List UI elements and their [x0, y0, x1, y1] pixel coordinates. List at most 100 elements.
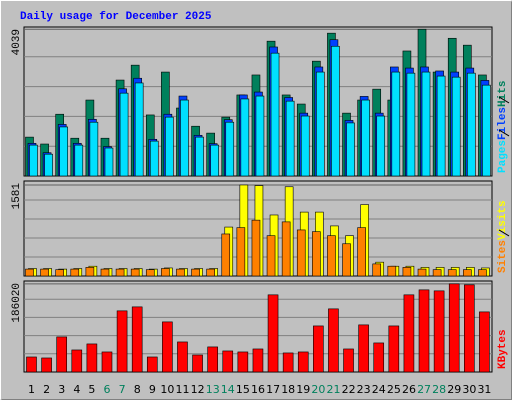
bar	[391, 71, 401, 177]
bar	[357, 227, 366, 277]
legend-text: SitesVisits	[497, 200, 509, 273]
bar	[387, 265, 397, 277]
bar	[464, 284, 475, 373]
bar	[177, 341, 188, 373]
legend-entry: Visits	[497, 200, 509, 240]
legend-text: KBytes	[497, 329, 509, 369]
legend-entry: Sites	[497, 240, 509, 273]
legend-entry: Pages	[497, 140, 509, 173]
bar	[281, 221, 291, 277]
x-tick-label: 16	[251, 383, 265, 396]
bar	[85, 267, 95, 277]
bar	[236, 227, 246, 277]
x-tick-label: 27	[417, 383, 431, 396]
bar	[266, 235, 276, 277]
bar	[40, 268, 49, 277]
bar	[195, 136, 204, 177]
x-tick-label: 2	[43, 383, 50, 396]
bar	[296, 229, 306, 277]
y-tick-label: 186020	[11, 283, 23, 323]
x-tick-label: 5	[88, 383, 95, 396]
bar	[130, 268, 140, 277]
bar	[165, 116, 174, 177]
bar	[417, 268, 427, 277]
legend-entry: Hits	[497, 81, 509, 107]
bar	[432, 269, 442, 277]
x-tick-label: 26	[402, 383, 416, 396]
bar	[225, 121, 235, 177]
bar	[191, 268, 200, 277]
bar	[240, 98, 250, 177]
bar	[482, 84, 491, 177]
bar	[192, 354, 203, 373]
bar	[297, 351, 309, 373]
bar	[448, 283, 460, 373]
bar	[29, 144, 38, 177]
bar	[467, 72, 476, 177]
legend-text: PagesFilesHits	[497, 81, 509, 173]
x-tick-label: 14	[221, 383, 235, 396]
x-tick-label: 13	[206, 383, 220, 396]
y-tick-label: 4039	[11, 29, 23, 55]
bar	[346, 122, 355, 177]
x-tick-label: 9	[149, 383, 156, 396]
x-tick-label: 22	[342, 383, 356, 396]
bar	[25, 268, 34, 277]
bar	[313, 325, 324, 373]
bar	[131, 306, 143, 373]
legend: PagesFilesHits	[497, 81, 510, 173]
bar	[312, 231, 321, 277]
legend: SitesVisits	[497, 200, 510, 273]
chart-title: Daily usage for December 2025	[20, 11, 212, 23]
bar	[421, 71, 431, 177]
bar	[116, 310, 128, 373]
x-tick-label: 7	[119, 383, 126, 396]
bar	[372, 263, 382, 277]
bar	[388, 325, 400, 373]
bar	[146, 356, 158, 373]
x-tick-label: 18	[281, 383, 295, 396]
bar	[207, 346, 218, 373]
bar	[70, 268, 80, 277]
bar	[376, 115, 386, 177]
bar	[300, 115, 310, 177]
bar	[282, 352, 294, 373]
x-tick-label: 8	[134, 383, 141, 396]
bar	[71, 349, 83, 373]
y-tick-label: 1581	[11, 183, 23, 210]
bar	[327, 235, 336, 277]
bar	[342, 243, 351, 277]
bar	[255, 95, 265, 177]
bar	[149, 140, 159, 177]
bar	[251, 219, 261, 277]
bar	[478, 269, 487, 277]
bar	[26, 356, 37, 373]
bar	[267, 294, 279, 373]
x-tick-label: 29	[447, 383, 461, 396]
bar	[44, 153, 53, 177]
bar	[115, 268, 125, 277]
bar	[479, 311, 490, 373]
bar	[252, 348, 264, 373]
bar	[101, 351, 113, 373]
bar	[451, 76, 461, 177]
bar	[162, 321, 173, 373]
x-tick-label: 6	[104, 383, 111, 396]
bar	[176, 268, 185, 277]
bar	[403, 294, 415, 373]
x-tick-label: 23	[357, 383, 371, 396]
bar	[161, 268, 170, 277]
x-tick-label: 30	[462, 383, 476, 396]
x-tick-label: 11	[176, 383, 190, 396]
bar	[59, 126, 68, 177]
bar	[433, 290, 445, 373]
x-tick-label: 17	[266, 383, 280, 396]
bar	[100, 268, 110, 277]
x-tick-label: 21	[326, 383, 340, 396]
bar	[358, 324, 369, 373]
x-tick-label: 10	[160, 383, 174, 396]
bar	[206, 268, 215, 277]
legend: KBytes	[497, 329, 509, 369]
